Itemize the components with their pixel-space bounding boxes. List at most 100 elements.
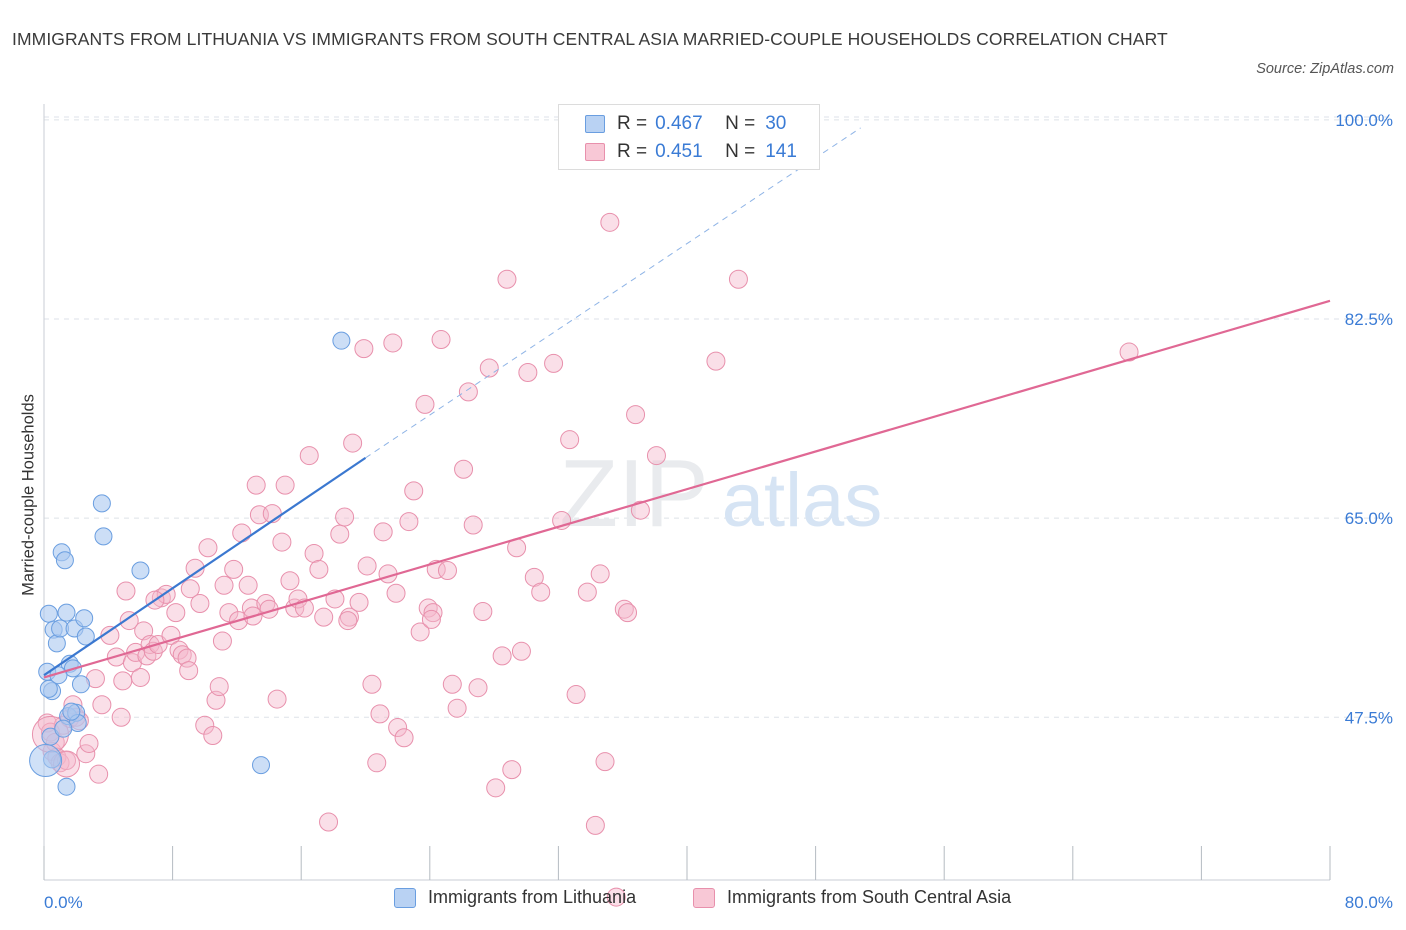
data-point-south-central-asia: [544, 353, 564, 373]
watermark-zip: ZIP: [559, 440, 708, 547]
data-point-south-central-asia: [338, 611, 358, 631]
data-point-south-central-asia: [423, 603, 443, 623]
legend-swatch-pink: [585, 143, 605, 161]
data-point-south-central-asia: [1119, 342, 1139, 362]
chart-title: IMMIGRANTS FROM LITHUANIA VS IMMIGRANTS …: [12, 29, 1168, 49]
data-point-south-central-asia: [566, 685, 586, 705]
data-point-south-central-asia: [209, 677, 229, 697]
legend-item-lithuania[interactable]: Immigrants from Lithuania: [394, 887, 636, 908]
y-tick-label: 65.0%: [1345, 509, 1393, 528]
r-value: 0.451: [655, 141, 703, 162]
data-point-south-central-asia: [415, 394, 435, 414]
data-point-south-central-asia: [630, 500, 650, 520]
trend-extension-lithuania: [365, 127, 861, 459]
legend-label: Immigrants from Lithuania: [428, 887, 637, 907]
data-point-south-central-asia: [203, 725, 223, 745]
data-point-south-central-asia: [335, 507, 355, 527]
data-point-south-central-asia: [600, 212, 620, 232]
legend-swatch-blue: [394, 887, 416, 908]
data-point-south-central-asia: [238, 575, 258, 595]
x-tick-label: 0.0%: [44, 893, 83, 912]
data-point-south-central-asia: [362, 674, 382, 694]
data-point-lithuania: [71, 675, 90, 694]
data-point-lithuania: [92, 494, 111, 513]
data-point-south-central-asia: [373, 522, 393, 542]
data-point-south-central-asia: [299, 446, 319, 466]
data-point-lithuania: [252, 756, 271, 775]
data-point-south-central-asia: [190, 594, 210, 614]
legend-label: Immigrants from South Central Asia: [727, 887, 1012, 907]
data-point-south-central-asia: [272, 532, 292, 552]
data-point-south-central-asia: [614, 599, 634, 619]
x-tick-label: 80.0%: [1345, 893, 1393, 912]
data-point-south-central-asia: [585, 815, 605, 835]
data-point-south-central-asia: [560, 430, 580, 450]
n-label: N =: [725, 113, 756, 134]
trend-line-lithuania: [43, 456, 367, 677]
data-point-south-central-asia: [100, 625, 120, 645]
r-label: R =: [617, 141, 648, 162]
data-point-south-central-asia: [646, 446, 666, 466]
data-point-lithuania: [94, 527, 113, 546]
data-point-lithuania: [62, 702, 81, 721]
data-point-lithuania: [57, 603, 76, 622]
data-point-south-central-asia: [357, 556, 377, 576]
x-tick-labels: 0.0% 80.0%: [44, 893, 1393, 912]
data-point-south-central-asia: [518, 363, 538, 383]
r-value: 0.467: [655, 113, 703, 134]
y-tick-label: 100.0%: [1335, 111, 1393, 130]
data-point-south-central-asia: [180, 579, 200, 599]
data-point-south-central-asia: [177, 648, 197, 668]
trend-line-south-central-asia: [43, 299, 1331, 679]
data-point-south-central-asia: [458, 382, 478, 402]
data-point-south-central-asia: [531, 582, 551, 602]
data-point-lithuania: [131, 561, 150, 580]
data-point-south-central-asia: [214, 575, 234, 595]
data-point-lithuania: [39, 679, 58, 698]
data-point-south-central-asia: [606, 887, 626, 907]
data-point-south-central-asia: [468, 678, 488, 698]
watermark-atlas: atlas: [722, 458, 883, 543]
data-point-south-central-asia: [497, 269, 517, 289]
n-value: 30: [765, 113, 787, 134]
data-point-lithuania: [57, 777, 76, 796]
data-point-south-central-asia: [486, 778, 506, 798]
data-point-south-central-asia: [330, 524, 350, 544]
data-point-south-central-asia: [113, 671, 133, 691]
data-point-south-central-asia: [370, 704, 390, 724]
data-point-south-central-asia: [304, 543, 324, 563]
data-point-south-central-asia: [728, 269, 748, 289]
data-point-south-central-asia: [76, 744, 96, 764]
y-tick-label: 82.5%: [1345, 310, 1393, 329]
data-point-south-central-asia: [309, 559, 329, 579]
data-point-lithuania: [55, 551, 74, 570]
data-point-south-central-asia: [166, 603, 186, 623]
data-point-south-central-asia: [706, 351, 726, 371]
grid-lines: [44, 116, 1390, 718]
r-label: R =: [617, 113, 648, 134]
data-point-south-central-asia: [89, 764, 109, 784]
n-value: 141: [765, 141, 797, 162]
data-point-south-central-asia: [212, 631, 232, 651]
data-point-south-central-asia: [511, 641, 531, 661]
legend-swatch-blue: [585, 115, 605, 133]
data-point-south-central-asia: [319, 812, 339, 832]
axes: [43, 104, 1331, 881]
data-point-south-central-asia: [275, 475, 295, 495]
y-tick-labels: 47.5% 65.0% 82.5% 100.0%: [1335, 111, 1393, 727]
n-label: N =: [725, 141, 756, 162]
data-point-south-central-asia: [232, 523, 252, 543]
data-point-south-central-asia: [219, 603, 239, 623]
data-point-south-central-asia: [130, 667, 150, 687]
data-point-south-central-asia: [595, 752, 615, 772]
data-point-south-central-asia: [454, 459, 474, 479]
legend-swatch-pink: [693, 887, 715, 908]
data-point-south-central-asia: [590, 564, 610, 584]
series-legend: Immigrants from Lithuania Immigrants fro…: [0, 887, 1406, 917]
data-point-south-central-asia: [404, 481, 424, 501]
data-point-south-central-asia: [399, 512, 419, 532]
data-point-south-central-asia: [92, 695, 112, 715]
data-point-south-central-asia: [354, 339, 374, 359]
legend-item-south-central-asia[interactable]: Immigrants from South Central Asia: [693, 887, 1011, 908]
